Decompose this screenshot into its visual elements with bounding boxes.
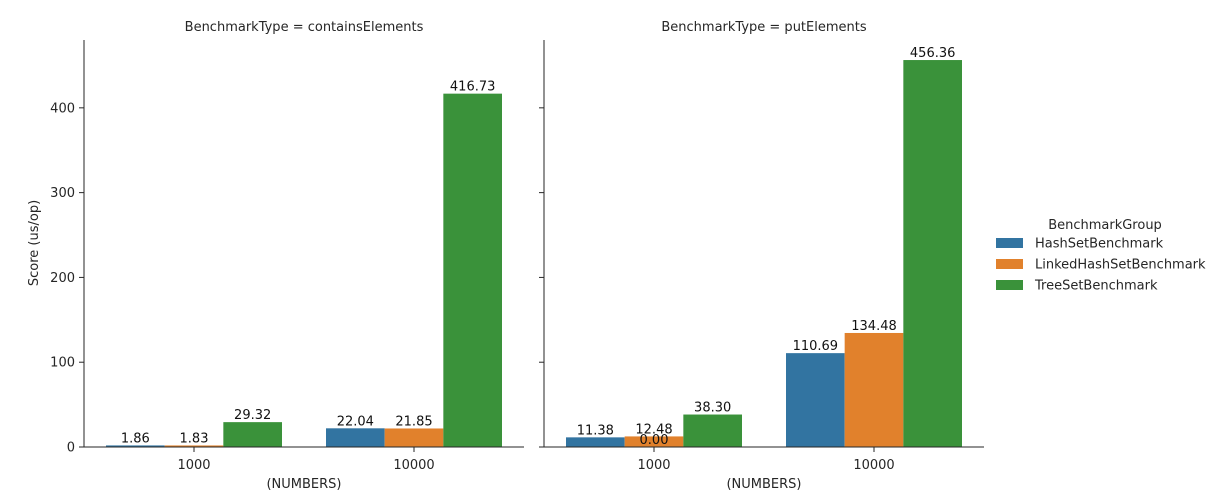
bar (566, 437, 625, 447)
bar-value-label: 1.86 (121, 431, 150, 446)
facet-panel-0: BenchmarkType = containsElements 1.86 22.0… (50, 20, 524, 492)
bar-value-label: 1.83 (180, 431, 209, 446)
legend-swatch (996, 238, 1023, 248)
bar (164, 445, 224, 447)
y-axis-label: Score (us/op) (27, 200, 42, 286)
facet-panel-1: BenchmarkType = putElements 11.38 110.69 12… (539, 20, 984, 492)
bar (786, 353, 845, 447)
legend-swatch (996, 259, 1023, 269)
x-tick-label: 10000 (853, 458, 894, 473)
bar-value-label: 29.32 (234, 408, 271, 423)
bar-value-label: 38.30 (694, 401, 731, 416)
legend: BenchmarkGroup HashSetBenchmark LinkedHas… (996, 218, 1206, 294)
bar (223, 422, 282, 447)
x-tick-label: 10000 (393, 458, 434, 473)
legend-title: BenchmarkGroup (1048, 218, 1162, 233)
y-tick-label: 400 (50, 101, 75, 116)
y-tick-label: 200 (50, 271, 75, 286)
legend-swatch (996, 280, 1023, 290)
x-axis-label: (NUMBERS) (726, 477, 801, 492)
bar-value-label: 21.85 (395, 414, 432, 429)
legend-entry-label: TreeSetBenchmark (1034, 279, 1158, 294)
legend-entry-label: HashSetBenchmark (1035, 237, 1164, 252)
bar-value-label: 134.48 (851, 319, 897, 334)
bar (903, 60, 962, 448)
x-tick-label: 1000 (637, 458, 670, 473)
bar-value-label: 0.00 (640, 433, 669, 448)
bar (106, 445, 165, 447)
bar-value-label: 416.73 (450, 80, 496, 95)
bar-value-label: 12.48 (635, 422, 672, 437)
bar-value-label: 11.38 (577, 423, 614, 438)
bar (384, 428, 444, 447)
x-tick-label: 1000 (177, 458, 210, 473)
bar (443, 93, 502, 447)
legend-entry-label: LinkedHashSetBenchmark (1035, 258, 1206, 273)
bar (624, 436, 684, 447)
x-axis-label: (NUMBERS) (266, 477, 341, 492)
bar (683, 414, 742, 447)
y-tick-label: 0 (67, 441, 75, 456)
bar-value-label: 110.69 (793, 339, 839, 354)
y-tick-label: 100 (50, 356, 75, 371)
bar (326, 428, 385, 447)
bar-value-label: 456.36 (910, 46, 956, 61)
facet-title: BenchmarkType = putElements (661, 20, 866, 35)
bar (844, 332, 904, 447)
y-tick-label: 300 (50, 186, 75, 201)
facet-title: BenchmarkType = containsElements (185, 20, 424, 35)
bar-value-label: 22.04 (337, 414, 374, 429)
